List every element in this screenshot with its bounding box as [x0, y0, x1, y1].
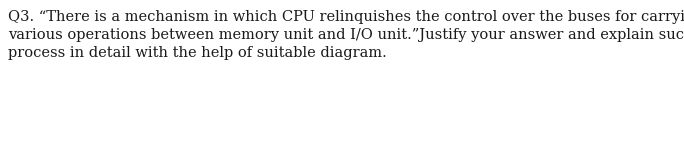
- Text: various operations between memory unit and I/O unit.”Justify your answer and exp: various operations between memory unit a…: [8, 28, 684, 42]
- Text: process in detail with the help of suitable diagram.: process in detail with the help of suita…: [8, 46, 386, 60]
- Text: Q3. “There is a mechanism in which CPU relinquishes the control over the buses f: Q3. “There is a mechanism in which CPU r…: [8, 10, 684, 24]
